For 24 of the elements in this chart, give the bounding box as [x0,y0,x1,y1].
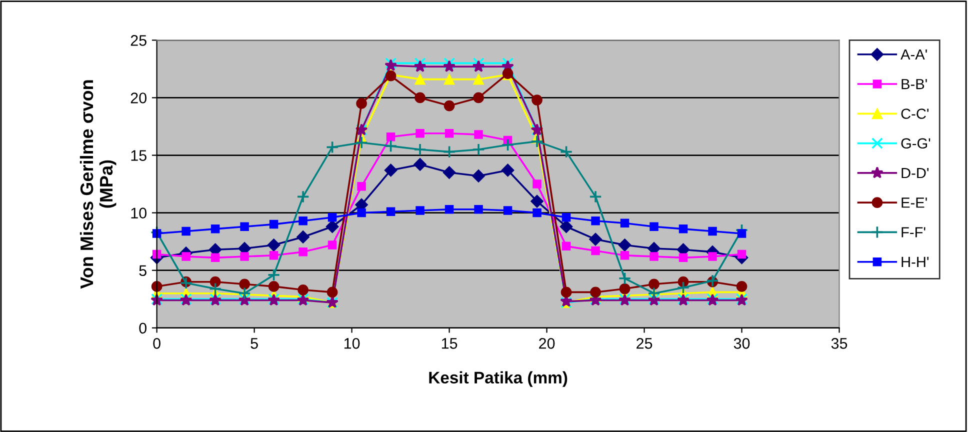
x-tick-label: 30 [734,338,750,349]
y-tick-label: 0 [139,322,146,334]
legend-label: A-A' [900,49,927,60]
legend-label: F-F' [902,227,926,238]
legend-label: H-H' [902,256,929,267]
x-tick-label: 35 [831,338,848,349]
x-tick-label: 10 [344,338,360,349]
y-tick-label: 25 [130,35,146,46]
legend-label: G-G' [901,138,930,149]
x-tick-label: 15 [442,338,458,349]
legend-label: B-B' [902,79,927,90]
x-tick-label: 0 [153,338,160,349]
y-tick-label: 20 [130,92,146,104]
x-axis-title: Kesit Patika (mm) [429,371,568,387]
y-tick-label: 15 [131,150,146,161]
x-tick-label: 25 [636,338,652,349]
x-tick-label: 5 [250,338,258,349]
legend-label: E-E' [902,198,927,208]
legend-label: D-D' [902,168,929,178]
y-tick-label: 5 [139,265,146,276]
legend-label: C-C' [901,108,929,119]
x-tick-label: 20 [539,338,555,349]
y-axis-title: Von Mises Gerilme σvon (MPa) [80,80,116,289]
y-tick-label: 10 [131,208,146,218]
